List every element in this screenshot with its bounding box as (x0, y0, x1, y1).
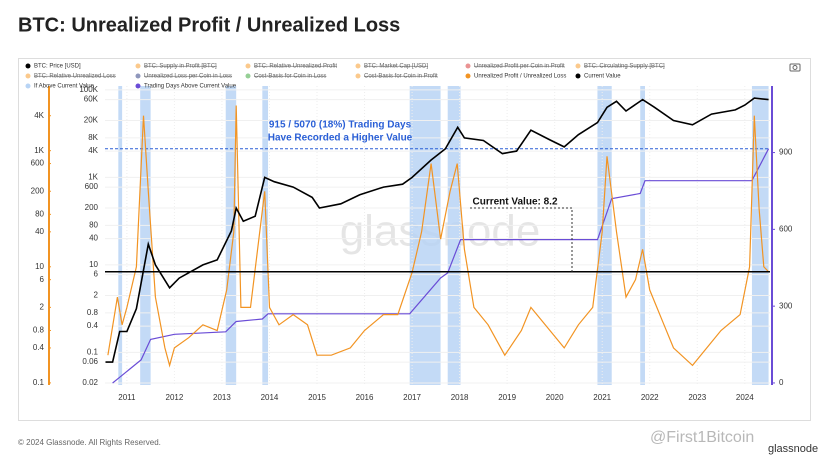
y-tick-label: 60K (84, 95, 99, 104)
legend-label: BTC: Market Cap [USD] (364, 64, 428, 70)
legend-marker (465, 63, 471, 69)
y3-tick-label: 0.4 (33, 343, 45, 352)
legend-label: BTC: Relative Unrealized Profit (254, 64, 337, 70)
y-tick-label: 0.02 (82, 378, 98, 387)
y-tick-label: 6 (94, 270, 99, 279)
x-tick-label: 2020 (546, 393, 564, 402)
series-line (105, 97, 769, 363)
x-tick-label: 2016 (356, 393, 374, 402)
x-tick-label: 2013 (213, 393, 231, 402)
y3-tick-label: 4K (34, 111, 44, 120)
y3-tick-label: 80 (35, 209, 44, 218)
legend-label: BTC: Price [USD] (34, 64, 81, 70)
credit-watermark: @First1Bitcoin (650, 429, 754, 446)
annotation: Have Recorded a Higher Value (268, 133, 413, 144)
y-tick-label: 80 (89, 221, 98, 230)
title: BTC: Unrealized Profit / Unrealized Loss (18, 14, 400, 36)
y-tick-label: 200 (85, 203, 99, 212)
legend-marker (135, 63, 141, 69)
x-tick-label: 2021 (593, 393, 611, 402)
highlight-region (409, 86, 441, 385)
legend-marker (25, 83, 31, 89)
x-tick-label: 2014 (261, 393, 279, 402)
highlight-region (262, 86, 269, 385)
y3-tick-label: 40 (35, 227, 44, 236)
y-tick-label: 10 (89, 260, 98, 269)
legend-label: BTC: Supply in Profit [BTC] (144, 64, 217, 70)
annotation: 915 / 5070 (18%) Trading Days (269, 120, 412, 131)
camera-icon[interactable] (789, 63, 801, 72)
footer: © 2024 Glassnode. All Rights Reserved. (18, 438, 161, 447)
legend-marker (245, 63, 251, 69)
annotation-bracket (470, 207, 573, 272)
legend-label: BTC: Circulating Supply [BTC] (584, 64, 665, 70)
y-tick-label: 2 (94, 291, 99, 300)
y3-tick-label: 2 (40, 302, 45, 311)
y2-tick-label: 300 (779, 301, 793, 310)
legend-marker (355, 63, 361, 69)
x-tick-label: 2017 (403, 393, 421, 402)
y2-tick-label: 900 (779, 148, 793, 157)
y-tick-label: 100K (79, 85, 98, 94)
legend-marker (575, 63, 581, 69)
legend-marker (25, 73, 31, 79)
legend-marker (25, 63, 31, 69)
y-tick-label: 600 (85, 182, 99, 191)
legend-label: Cost-Basis for Coin in Profit (364, 74, 438, 80)
y-tick-label: 0.4 (87, 321, 99, 330)
y-tick-label: 1K (88, 173, 98, 182)
y3-tick-label: 0.8 (33, 326, 45, 335)
x-tick-label: 2023 (688, 393, 706, 402)
y3-tick-label: 10 (35, 262, 44, 271)
series-line (107, 105, 770, 368)
y3-tick-label: 0.1 (33, 378, 45, 387)
logo: glassnode (768, 443, 818, 455)
y-tick-label: 4K (88, 146, 98, 155)
y-tick-label: 0.06 (82, 357, 98, 366)
legend-label: Unrealized Loss per Coin in Loss (144, 74, 232, 80)
y-tick-label: 8K (88, 133, 98, 142)
legend-marker (355, 73, 361, 79)
legend-marker (575, 73, 581, 79)
y3-tick-label: 200 (31, 186, 45, 195)
y-tick-label: 40 (89, 234, 98, 243)
legend-label: Current Value (584, 74, 621, 80)
legend-marker (245, 73, 251, 79)
y3-tick-label: 6 (40, 275, 45, 284)
x-tick-label: 2019 (498, 393, 516, 402)
y2-tick-label: 0 (779, 378, 784, 387)
plot: 2011 2012 2013 2014 2015 2016 2017 2018 2019 2020… (25, 63, 793, 402)
legend-marker (135, 83, 141, 89)
x-tick-label: 2018 (451, 393, 469, 402)
highlight-region (640, 86, 645, 385)
y-tick-label: 0.1 (87, 348, 99, 357)
y2-tick-label: 600 (779, 224, 793, 233)
x-tick-label: 2022 (641, 393, 659, 402)
annotation: Current Value: 8.2 (472, 197, 557, 208)
x-tick-label: 2015 (308, 393, 326, 402)
legend-label: Trading Days Above Current Value (144, 84, 237, 90)
y3-tick-label: 1K (34, 146, 44, 155)
highlight-region (751, 86, 769, 385)
legend-label: BTC: Relative Unrealized Loss (34, 74, 116, 80)
y-tick-label: 20K (84, 116, 99, 125)
highlight-region (225, 86, 237, 385)
legend-label: Cost-Basis for Coin in Loss (254, 74, 326, 80)
highlight-region (140, 86, 151, 385)
highlight-region (118, 86, 123, 385)
legend-marker (465, 73, 471, 79)
x-tick-label: 2012 (166, 393, 184, 402)
x-tick-label: 2011 (118, 393, 136, 402)
legend-label: Unrealized Profit per Coin in Profit (474, 64, 565, 70)
highlight-region (447, 86, 461, 385)
legend-label: Unrealized Profit / Unrealized Loss (474, 74, 566, 80)
legend-label: If Above Current Value (34, 84, 95, 90)
series-line (112, 148, 770, 384)
y3-tick-label: 600 (31, 159, 45, 168)
y-tick-label: 0.8 (87, 308, 99, 317)
legend-marker (135, 73, 141, 79)
x-tick-label: 2024 (736, 393, 754, 402)
highlight-region (597, 86, 612, 385)
